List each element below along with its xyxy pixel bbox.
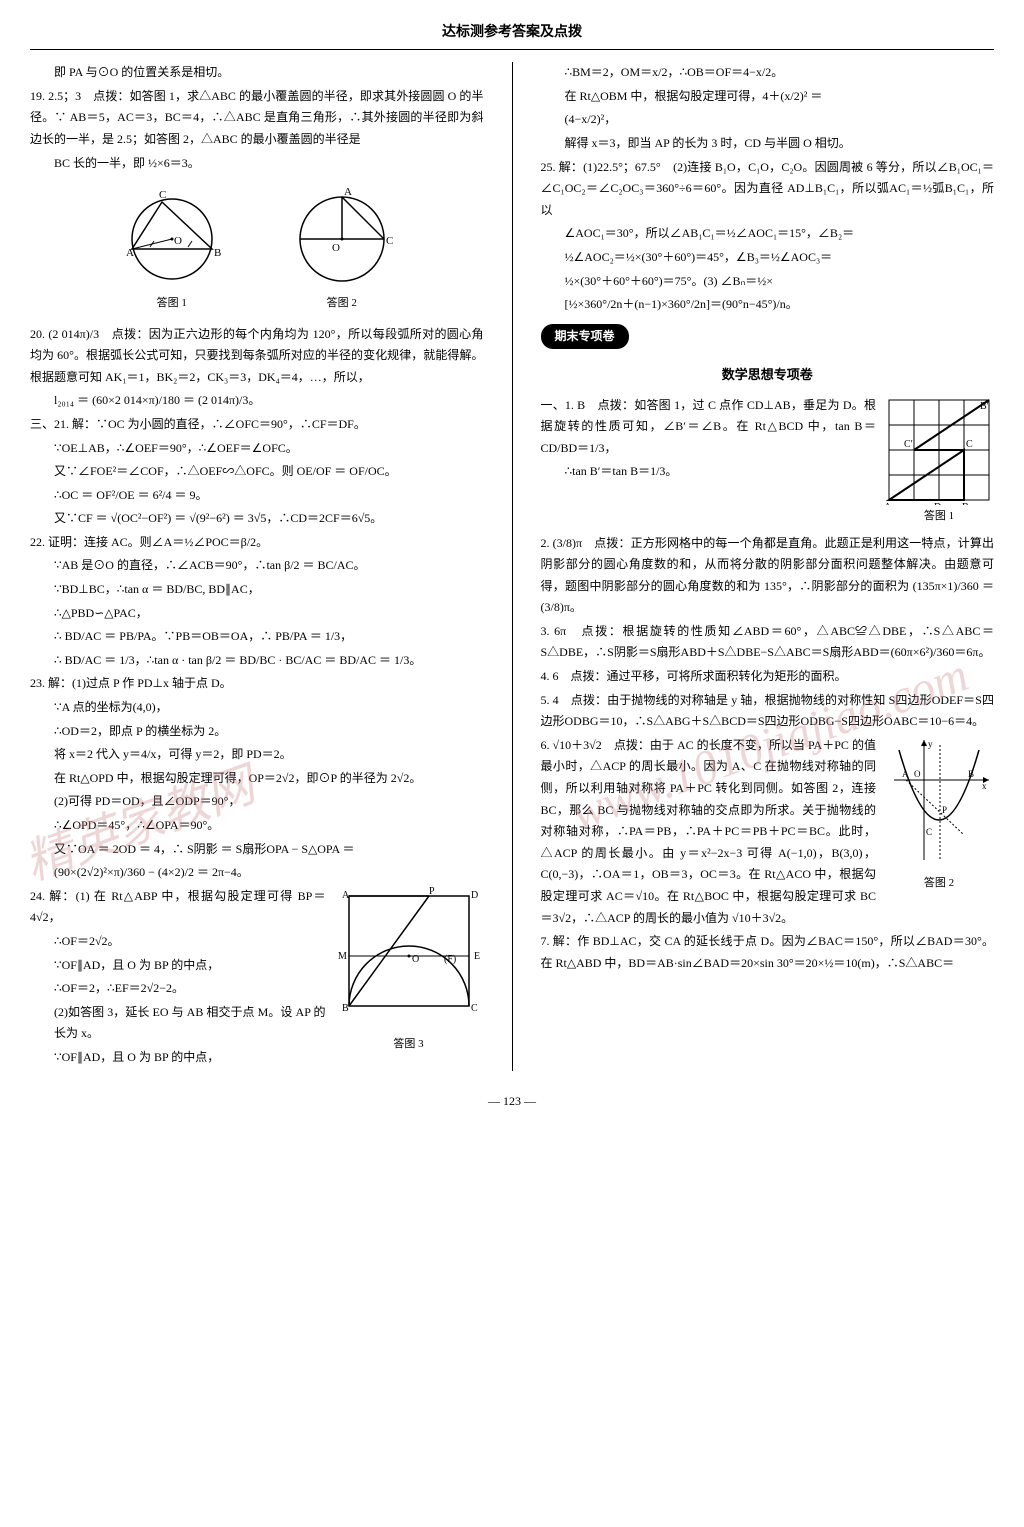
svg-text:C′: C′ xyxy=(904,439,913,450)
svg-text:B: B xyxy=(342,1003,349,1014)
fig3-svg: A B C D P M O (F) E xyxy=(334,886,484,1026)
l-p0: 即 PA 与⊙O 的位置关系是相切。 xyxy=(30,62,484,84)
l-p5d: 将 x＝2 代入 y＝4/x，可得 y＝2，即 PD＝2。 xyxy=(30,744,484,766)
r-p6: 4. 6 点拨：通过平移，可将所求面积转化为矩形的面积。 xyxy=(541,666,995,688)
l-p4b: ∵AB 是⊙O 的直径，∴∠ACB＝90°，∴tan β/2 ＝ BC/AC。 xyxy=(30,555,484,577)
fig1-svg: A B C O xyxy=(102,184,242,284)
svg-text:B: B xyxy=(962,502,969,505)
svg-text:C: C xyxy=(966,439,973,450)
l-p5g: ∴∠OPD＝45°，∴∠OPA＝90°。 xyxy=(30,815,484,837)
l-p3b: ∵OE⊥AB，∴∠OEF＝90°，∴∠OEF＝∠OFC。 xyxy=(30,438,484,460)
curve2-svg: A B C O P x y xyxy=(884,735,994,865)
svg-text:E: E xyxy=(474,951,480,962)
r-p2c: ½∠AOC₂＝½×(30°＋60°)＝45°，∠B₃＝½∠AOC₃＝ xyxy=(541,247,995,269)
svg-text:C: C xyxy=(926,827,932,837)
r-p9: 7. 解：作 BD⊥AC，交 CA 的延长线于点 D。因为∠BAC＝150°，所… xyxy=(541,931,995,974)
curve-figure-2: A B C O P x y 答图 2 xyxy=(884,735,994,894)
figure-row-1: A B C O 答图 1 A C O xyxy=(30,184,484,313)
figure-1: A B C O 答图 1 xyxy=(102,184,242,313)
r-p1: 在 Rt△OBM 中，根据勾股定理可得，4＋(x/2)² ＝ xyxy=(541,86,995,108)
svg-text:y: y xyxy=(928,739,933,749)
l-p5: 23. 解：(1)过点 P 作 PD⊥x 轴于点 D。 xyxy=(30,673,484,695)
section-title: 数学思想专项卷 xyxy=(541,363,995,386)
main-columns: 精英家教网 即 PA 与⊙O 的位置关系是相切。 19. 2.5；3 点拨：如答… xyxy=(30,62,994,1070)
l-p3c: 又∵∠FOE²＝∠COF，∴△OEF∽△OFC。则 OE/OF ＝ OF/OC。 xyxy=(30,461,484,483)
l-p1: 19. 2.5；3 点拨：如答图 1，求△ABC 的最小覆盖圆的半径，即求其外接… xyxy=(30,86,484,151)
l-p4d: ∴△PBD∽△PAC， xyxy=(30,603,484,625)
svg-text:C: C xyxy=(471,1003,478,1014)
l-p5i: (90×(2√2)²×π)/360 − (4×2)/2 ＝ 2π−4。 xyxy=(30,862,484,884)
l-p5h: 又∵OA ＝ 2OD ＝ 4，∴ S阴影 ＝ S扇形OPA − S△OPA ＝ xyxy=(30,839,484,861)
r-p2b: ∠AOC₁＝30°，所以∠AB₁C₁＝½∠AOC₁＝15°，∠B₂＝ xyxy=(541,223,995,245)
l-p3e: 又∵CF ＝ √(OC²−OF²) ＝ √(9²−6²) ＝ 3√5，∴CD＝2… xyxy=(30,508,484,530)
right-column: www.1010jiajiao.com ∴BM＝2，OM＝x/2，∴OB＝OF＝… xyxy=(541,62,995,1070)
l-p4f: ∴ BD/AC ＝ 1/3，∴tan α · tan β/2 ＝ BD/BC ·… xyxy=(30,650,484,672)
r-p4: 2. (3/8)π 点拨：正方形网格中的每一个角都是直角。此题正是利用这一特点，… xyxy=(541,533,995,619)
svg-text:B: B xyxy=(968,769,974,779)
r-p2e: [½×360°/2n＋(n−1)×360°/2n]＝(90°n−45°)/n。 xyxy=(541,294,995,316)
svg-text:(F): (F) xyxy=(444,954,456,965)
svg-text:A: A xyxy=(126,247,134,259)
svg-text:O: O xyxy=(174,235,182,247)
r-p5: 3. 6π 点拨：根据旋转的性质知∠ABD＝60°，△ABC≌△DBE，∴S△A… xyxy=(541,621,995,664)
r-p0: ∴BM＝2，OM＝x/2，∴OB＝OF＝4−x/2。 xyxy=(541,62,995,84)
l-p4c: ∵BD⊥BC，∴tan α ＝ BD/BC, BD∥AC， xyxy=(30,579,484,601)
svg-text:B: B xyxy=(214,247,221,259)
l-p4e: ∴ BD/AC ＝ PB/PA。∵PB＝OB＝OA，∴ PB/PA ＝ 1/3， xyxy=(30,626,484,648)
l-p5f: (2)可得 PD＝OD，且∠ODP＝90°， xyxy=(30,791,484,813)
r-p1c: 解得 x＝3，即当 AP 的长为 3 时，CD 与半圆 O 相切。 xyxy=(541,133,995,155)
l-p2b: l₂₀₁₄ ＝ (60×2 014×π)/180 ＝ (2 014π)/3。 xyxy=(30,390,484,412)
svg-text:x: x xyxy=(982,781,987,791)
column-divider xyxy=(512,62,513,1070)
svg-text:P: P xyxy=(429,886,435,897)
l-p5c: ∴OD＝2，即点 P 的横坐标为 2。 xyxy=(30,721,484,743)
fig2-svg: A C O xyxy=(272,184,412,284)
l-p2: 20. (2 014π)/3 点拨：因为正六边形的每个内角均为 120°，所以每… xyxy=(30,324,484,389)
page-number: — 123 — xyxy=(30,1091,994,1113)
l-p5b: ∵A 点的坐标为(4,0)， xyxy=(30,697,484,719)
grid1-svg: A B C D B′ C′ xyxy=(884,395,994,505)
l-p5e: 在 Rt△OPD 中，根据勾股定理可得，OP＝2√2，即⊙P 的半径为 2√2。 xyxy=(30,768,484,790)
l-p1b: BC 长的一半，即 ½×6＝3。 xyxy=(30,153,484,175)
page-header: 达标测参考答案及点拨 xyxy=(30,20,994,50)
l-p3d: ∴OC ＝ OF²/OE ＝ 6²/4 ＝ 9。 xyxy=(30,485,484,507)
svg-text:O: O xyxy=(412,954,419,965)
svg-text:O: O xyxy=(914,769,921,779)
grid-figure-1: A B C D B′ C′ 答图 1 xyxy=(884,395,994,527)
svg-text:D: D xyxy=(471,890,478,901)
grid1-label: 答图 1 xyxy=(884,507,994,527)
svg-text:M: M xyxy=(338,951,347,962)
svg-text:A: A xyxy=(344,186,352,198)
figure-3: A B C D P M O (F) E 答图 3 xyxy=(334,886,484,1055)
svg-text:A: A xyxy=(342,890,350,901)
l-p4: 22. 证明：连接 AC。则∠A＝½∠POC＝β/2。 xyxy=(30,532,484,554)
fig1-label: 答图 1 xyxy=(102,294,242,314)
svg-text:D: D xyxy=(934,502,941,505)
fig3-label: 答图 3 xyxy=(334,1035,484,1055)
r-p7: 5. 4 点拨：由于抛物线的对称轴是 y 轴，根据抛物线的对称性知 S四边形OD… xyxy=(541,690,995,733)
r-p2: 25. 解：(1)22.5°；67.5° (2)连接 B₁O，C₁O，C₂O。因… xyxy=(541,157,995,222)
section-badge: 期末专项卷 xyxy=(541,324,629,350)
svg-text:P: P xyxy=(942,805,947,815)
svg-text:A: A xyxy=(884,502,892,505)
svg-text:O: O xyxy=(332,242,340,254)
r-p1b: (4−x/2)²， xyxy=(541,109,995,131)
figure-2: A C O 答图 2 xyxy=(272,184,412,313)
svg-text:C: C xyxy=(386,235,393,247)
curve2-label: 答图 2 xyxy=(884,874,994,894)
r-p2d: ½×(30°＋60°＋60°)＝75°。(3) ∠Bₙ＝½× xyxy=(541,271,995,293)
fig2-label: 答图 2 xyxy=(272,294,412,314)
svg-text:C: C xyxy=(159,189,166,201)
left-column: 精英家教网 即 PA 与⊙O 的位置关系是相切。 19. 2.5；3 点拨：如答… xyxy=(30,62,484,1070)
l-p3: 三、21. 解：∵OC 为小圆的直径，∴∠OFC＝90°，∴CF＝DF。 xyxy=(30,414,484,436)
svg-text:B′: B′ xyxy=(980,401,989,412)
svg-text:A: A xyxy=(902,769,909,779)
